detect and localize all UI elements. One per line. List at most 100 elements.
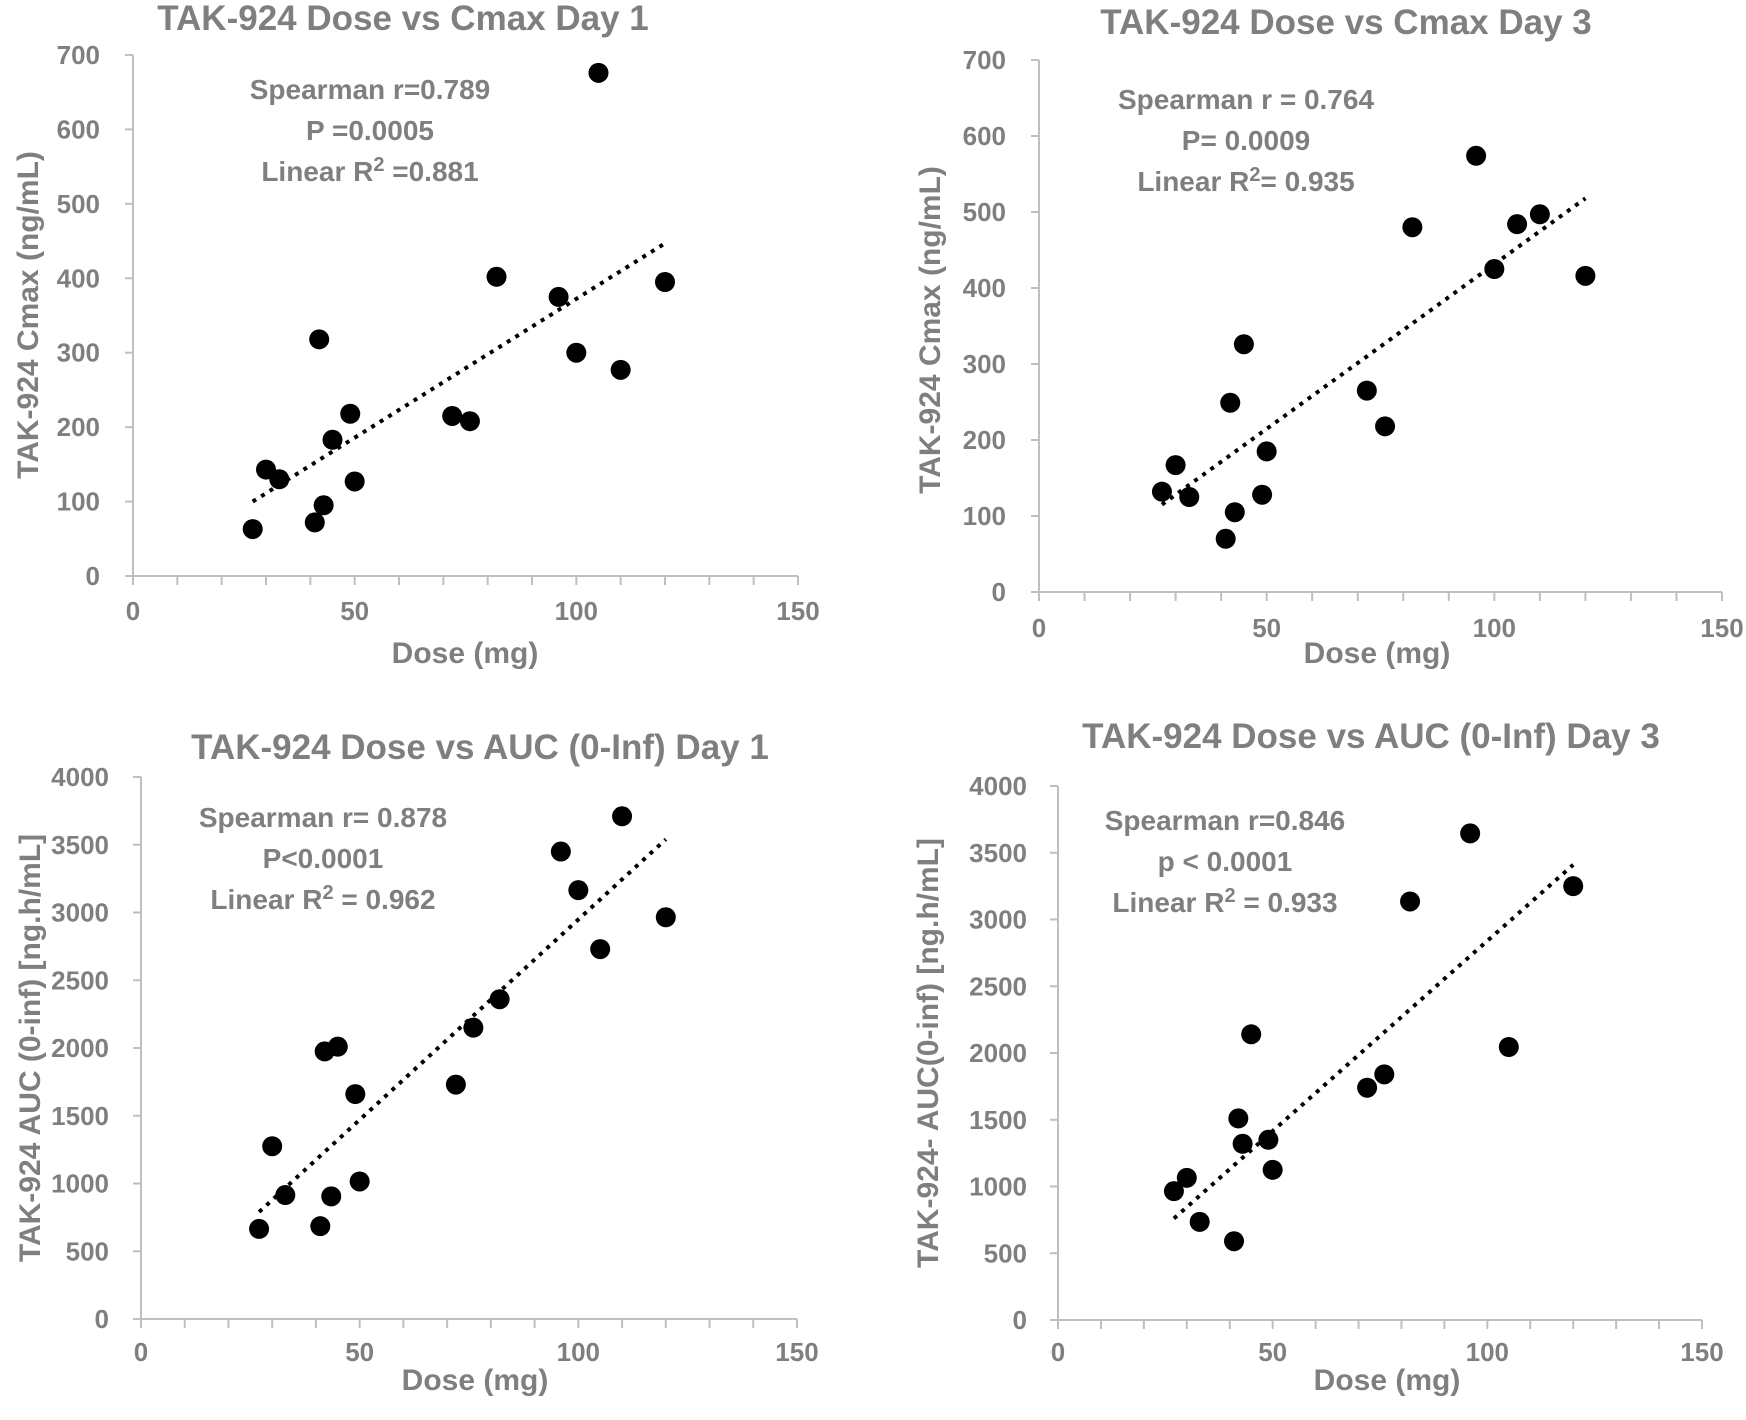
data-point [1189, 1211, 1210, 1232]
y-axis-title: TAK-924 Cmax (ng/mL) [12, 151, 45, 479]
data-point [275, 1185, 296, 1206]
trendline [257, 837, 668, 1214]
y-tick-label: 500 [66, 1236, 109, 1266]
y-tick-label: 300 [963, 349, 1006, 379]
y-tick-label: 4000 [51, 762, 109, 792]
chart-2: TAK-924 Dose vs Cmax Day 3 0 100 200 300 400 5… [914, 3, 1744, 670]
data-point [1507, 214, 1528, 235]
y-tick-label: 3000 [51, 898, 109, 928]
stats-annotation: P<0.0001 [263, 843, 384, 874]
data-point [1176, 1167, 1197, 1188]
data-point [1375, 416, 1396, 437]
y-tick-label: 100 [963, 501, 1006, 531]
data-point [550, 841, 571, 862]
data-point [1575, 265, 1596, 286]
x-tick-label: 150 [776, 596, 819, 626]
chart-1: TAK-924 Dose vs Cmax Day 1 0 100 200 300 400 5… [12, 0, 820, 670]
data-point [566, 342, 587, 363]
data-point [1241, 1024, 1262, 1045]
data-point [1529, 204, 1550, 225]
data-point [655, 907, 676, 928]
x-tick-label: 100 [555, 596, 598, 626]
y-tick-label: 500 [963, 197, 1006, 227]
x-tick-label: 100 [557, 1337, 600, 1367]
data-point [1356, 380, 1377, 401]
y-tick-label: 3500 [51, 830, 109, 860]
stats-annotation: Linear R2 = 0.933 [1112, 885, 1337, 918]
stats-annotation: Linear R2= 0.935 [1137, 164, 1354, 197]
data-point [1402, 217, 1423, 238]
x-tick-label: 50 [340, 596, 369, 626]
x-axis-title: Dose (mg) [402, 1364, 549, 1397]
data-point [1163, 1181, 1184, 1202]
y-tick-label: 600 [963, 121, 1006, 151]
stats-annotation: Spearman r= 0.878 [199, 802, 447, 833]
y-tick-label: 2500 [51, 965, 109, 995]
y-tick-label: 300 [57, 338, 100, 368]
x-tick-label: 0 [1032, 613, 1046, 643]
x-tick-label: 50 [345, 1337, 374, 1367]
data-point [1233, 334, 1254, 355]
chart-title: TAK-924 Dose vs Cmax Day 3 [1100, 3, 1592, 42]
y-tick-label: 0 [992, 577, 1006, 607]
data-point [1215, 528, 1236, 549]
data-point [445, 1074, 466, 1095]
chart-title: TAK-924 Dose vs AUC (0-Inf) Day 3 [1082, 717, 1660, 756]
data-point [1498, 1036, 1519, 1057]
y-tick-label: 400 [57, 263, 100, 293]
chart-3: TAK-924 Dose vs AUC (0-Inf) Day 10500100… [14, 728, 819, 1397]
y-tick-label: 3000 [969, 905, 1027, 935]
y-tick-label: 100 [57, 487, 100, 517]
trendline [1160, 196, 1587, 507]
x-tick-label: 0 [134, 1337, 148, 1367]
data-point [322, 429, 343, 450]
data-point [262, 1136, 283, 1157]
y-tick-label: 500 [984, 1238, 1027, 1268]
x-tick-label: 0 [126, 596, 140, 626]
data-point [340, 403, 361, 424]
data-point [463, 1017, 484, 1038]
data-point [1460, 823, 1481, 844]
stats-annotation: P= 0.0009 [1182, 125, 1310, 156]
trendline [251, 241, 667, 504]
data-point [1258, 1129, 1279, 1150]
chart-title: TAK-924 Dose vs AUC (0-Inf) Day 1 [191, 728, 769, 767]
y-tick-label: 200 [57, 412, 100, 442]
y-tick-label: 400 [963, 273, 1006, 303]
stats-annotation: P =0.0005 [306, 115, 434, 146]
x-tick-label: 50 [1258, 1337, 1287, 1367]
y-tick-label: 0 [95, 1304, 109, 1334]
chart-title: TAK-924 Dose vs Cmax Day 1 [157, 0, 649, 38]
y-tick-label: 0 [1013, 1305, 1027, 1335]
x-tick-label: 150 [775, 1337, 818, 1367]
x-axis-title: Dose (mg) [392, 637, 539, 670]
data-point [269, 469, 290, 490]
data-point [321, 1186, 342, 1207]
x-tick-label: 50 [1252, 613, 1281, 643]
data-point [1228, 1108, 1249, 1129]
data-point [1357, 1077, 1378, 1098]
data-point [459, 411, 480, 432]
y-tick-label: 3500 [969, 838, 1027, 868]
chart-4: TAK-924 Dose vs AUC (0-Inf) Day 30500100… [912, 717, 1724, 1397]
data-point [1563, 876, 1584, 897]
data-point [588, 62, 609, 83]
y-tick-label: 200 [963, 425, 1006, 455]
data-point [1232, 1133, 1253, 1154]
y-tick-label: 2000 [51, 1033, 109, 1063]
data-point [345, 1084, 366, 1105]
y-tick-label: 1500 [969, 1105, 1027, 1135]
x-tick-label: 100 [1473, 613, 1516, 643]
data-point [327, 1036, 348, 1057]
data-point [1224, 1231, 1245, 1252]
data-point [1262, 1159, 1283, 1180]
data-point [590, 939, 611, 960]
y-tick-label: 1000 [51, 1169, 109, 1199]
y-tick-label: 2000 [969, 1038, 1027, 1068]
data-point [309, 329, 330, 350]
stats-annotation: Spearman r=0.846 [1105, 805, 1346, 836]
y-tick-label: 700 [963, 45, 1006, 75]
data-point [304, 512, 325, 533]
data-point [612, 806, 633, 827]
